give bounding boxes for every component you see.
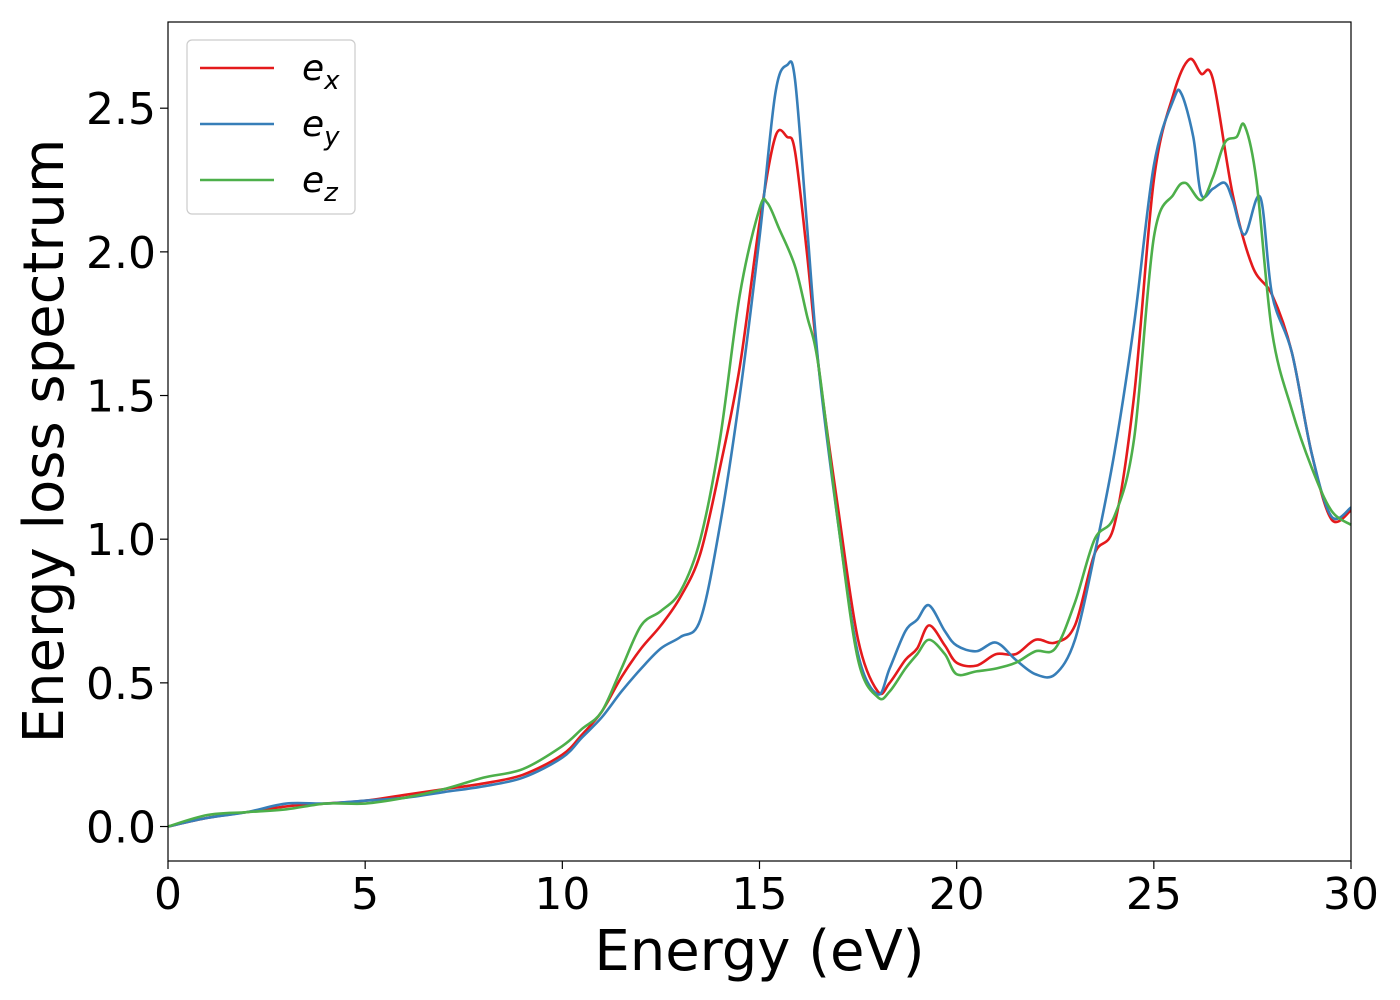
series-line-ex bbox=[167, 57, 1352, 828]
x-axis-label: Energy (eV) bbox=[594, 919, 924, 984]
x-tick-label: 25 bbox=[1126, 869, 1182, 920]
x-tick-label: 20 bbox=[929, 869, 985, 920]
y-tick-label: 1.5 bbox=[86, 372, 156, 423]
y-axis: 0.0 0.5 1.0 1.5 2.0 2.5 bbox=[86, 84, 168, 854]
x-tick-label: 5 bbox=[351, 869, 379, 920]
y-tick-label: 1.0 bbox=[86, 515, 156, 566]
series-line-ey bbox=[167, 60, 1352, 828]
legend-box bbox=[186, 39, 356, 215]
y-axis-label: Energy loss spectrum bbox=[12, 139, 77, 744]
x-tick-label: 30 bbox=[1323, 869, 1379, 920]
y-tick-label: 0.5 bbox=[86, 659, 156, 710]
y-tick-label: 2.0 bbox=[86, 228, 156, 279]
x-tick-label: 0 bbox=[154, 869, 182, 920]
x-tick-label: 10 bbox=[534, 869, 590, 920]
y-tick-label: 2.5 bbox=[86, 84, 156, 135]
y-tick-label: 0.0 bbox=[86, 803, 156, 854]
x-tick-label: 15 bbox=[732, 869, 788, 920]
x-axis: 0 5 10 15 20 25 30 bbox=[154, 861, 1379, 920]
series-layer bbox=[167, 57, 1352, 828]
series-line-ez bbox=[167, 122, 1352, 828]
